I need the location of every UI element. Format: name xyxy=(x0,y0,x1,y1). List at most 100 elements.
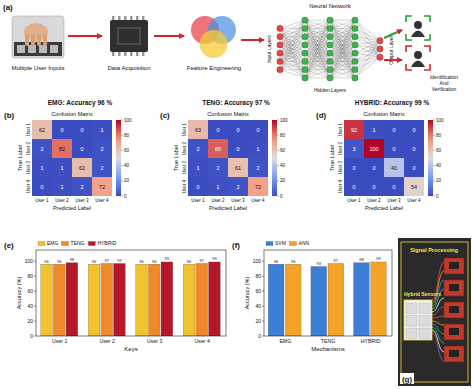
panel-label: (a) xyxy=(3,3,13,12)
frame-corner xyxy=(406,46,430,70)
edge xyxy=(355,20,380,57)
sensor xyxy=(406,303,417,314)
cell xyxy=(404,120,424,139)
chip-core xyxy=(118,28,140,44)
cell xyxy=(208,120,228,139)
bar xyxy=(285,264,301,336)
cell xyxy=(208,139,228,158)
tick-label: User 2 xyxy=(182,141,187,155)
cell-label: 100 xyxy=(369,146,378,152)
chip-pin xyxy=(142,52,145,56)
edge xyxy=(355,49,380,78)
edge xyxy=(330,20,355,45)
module xyxy=(444,324,464,340)
cell-label: 72 xyxy=(99,184,105,190)
legend-swatch xyxy=(62,242,69,246)
colorbar-label: 0 xyxy=(280,194,283,199)
neuron xyxy=(277,66,283,72)
bar xyxy=(371,262,387,336)
cell-label: 1 xyxy=(216,184,219,190)
neuron xyxy=(352,17,358,23)
edge xyxy=(305,45,330,78)
edge xyxy=(280,61,305,69)
axis-label: True Label xyxy=(173,145,179,171)
neuron xyxy=(302,42,308,48)
cell-label: 0 xyxy=(80,146,83,152)
module-chip xyxy=(449,262,459,269)
cell xyxy=(384,120,404,139)
network-title: Neural Network xyxy=(309,3,351,9)
edge xyxy=(280,20,305,37)
colorbar-tick xyxy=(121,165,123,166)
colorbar-tick xyxy=(433,150,435,151)
cell xyxy=(228,158,248,177)
edge xyxy=(305,20,330,70)
module-chip xyxy=(449,328,459,335)
data-label: 96 xyxy=(139,259,144,264)
module xyxy=(444,258,464,274)
cell-label: 0 xyxy=(392,127,395,133)
colorbar xyxy=(116,120,121,196)
tick-label: User 2 xyxy=(338,141,343,155)
cell-label: 0 xyxy=(80,127,83,133)
step-label: Feature Engineering xyxy=(187,65,241,71)
neuron xyxy=(327,50,333,56)
panel-label-box xyxy=(400,373,414,384)
axis-label: True Label xyxy=(329,145,335,171)
subtitle: HYBRID: Accuracy 99 % xyxy=(355,99,430,107)
data-label: 99 xyxy=(212,256,217,261)
key xyxy=(39,45,47,53)
edge xyxy=(330,45,355,78)
edge xyxy=(305,70,330,78)
colorbar-tick xyxy=(277,165,279,166)
tick-label: User 1 xyxy=(347,198,361,203)
axis-label: Mechanisms xyxy=(311,346,345,352)
finger xyxy=(37,34,41,46)
tick-label: 20 xyxy=(27,318,33,324)
chip-pin xyxy=(112,52,115,56)
neuron xyxy=(377,54,383,60)
wire xyxy=(432,307,444,315)
edge xyxy=(330,20,355,45)
cell-label: 2 xyxy=(216,165,219,171)
neuron xyxy=(352,50,358,56)
cell xyxy=(228,120,248,139)
cell-label: 2 xyxy=(80,184,83,190)
cell xyxy=(52,177,72,196)
sensor-board xyxy=(404,300,432,340)
tick-label: User 2 xyxy=(26,141,31,155)
neuron xyxy=(352,42,358,48)
edge xyxy=(330,37,355,78)
bar xyxy=(328,263,344,336)
cell-label: 0 xyxy=(372,165,375,171)
cell xyxy=(92,139,112,158)
cell xyxy=(364,120,384,139)
data-label: 96 xyxy=(291,259,296,264)
finger xyxy=(31,34,35,46)
module xyxy=(444,346,464,362)
person-body xyxy=(411,31,425,38)
edge xyxy=(305,37,330,78)
chip-pin xyxy=(142,16,145,20)
cell-label: 2 xyxy=(196,146,199,152)
axis-label: Predicted Label xyxy=(209,205,247,211)
cell xyxy=(188,120,208,139)
cell xyxy=(208,158,228,177)
bar xyxy=(354,263,370,336)
data-label: 98 xyxy=(70,257,75,262)
cell xyxy=(52,158,72,177)
tick-label: User 3 xyxy=(75,198,89,203)
colorbar-tick xyxy=(277,150,279,151)
data-label: 98 xyxy=(359,257,364,262)
data-label: 96 xyxy=(187,259,192,264)
legend-label: HYBRID xyxy=(97,240,116,246)
cell xyxy=(228,177,248,196)
colorbar-label: 20 xyxy=(436,178,442,183)
cell xyxy=(384,139,404,158)
edge xyxy=(305,20,330,45)
arrow xyxy=(68,35,102,37)
bar xyxy=(209,262,221,336)
cell-label: 0 xyxy=(412,165,415,171)
colorbar-tick xyxy=(277,120,279,121)
data-label: 99 xyxy=(376,256,381,261)
